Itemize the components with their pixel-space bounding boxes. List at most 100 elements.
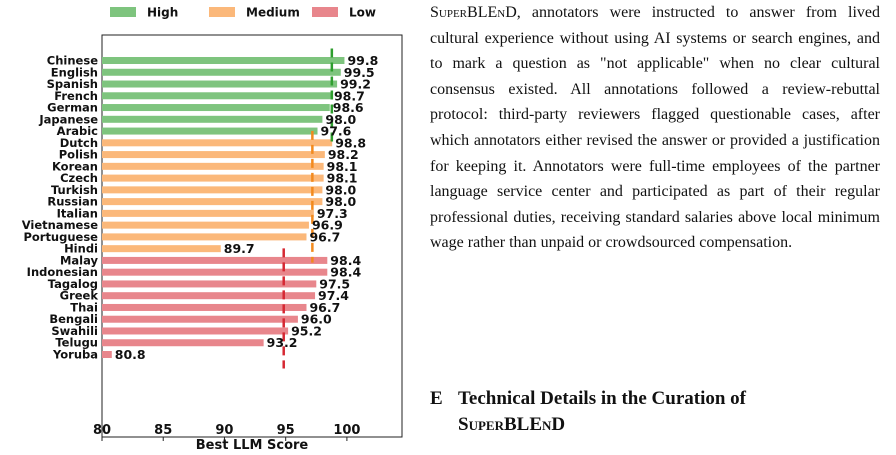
y-tick-label-swahili: Swahili <box>51 324 98 338</box>
y-tick-label-turkish: Turkish <box>51 183 98 197</box>
x-tick-label-100: 100 <box>333 423 360 438</box>
bar-korean <box>102 162 324 170</box>
legend-label-medium: Medium <box>246 6 300 20</box>
section-title-part: BLE <box>503 414 542 435</box>
bar-thai <box>102 303 307 311</box>
section-number: E <box>430 388 443 409</box>
y-tick-label-bengali: Bengali <box>49 312 98 326</box>
x-axis-label: Best LLM Score <box>196 438 309 453</box>
legend-label-low: Low <box>349 6 376 20</box>
value-label-turkish: 98.0 <box>325 182 356 197</box>
value-label-hindi: 89.7 <box>224 241 255 256</box>
bar-portuguese <box>102 233 307 241</box>
y-tick-label-portuguese: Portuguese <box>23 230 98 244</box>
value-label-polish: 98.2 <box>328 147 359 162</box>
value-label-english: 99.5 <box>344 65 375 80</box>
y-tick-label-hindi: Hindi <box>64 242 98 256</box>
y-tick-label-vietnamese: Vietnamese <box>22 218 99 232</box>
value-label-yoruba: 80.8 <box>115 347 146 362</box>
para-part: D, annotators were instructed to answer … <box>430 4 880 252</box>
legend-label-high: High <box>147 6 178 20</box>
bar-russian <box>102 198 323 206</box>
x-tick-label-85: 85 <box>154 423 172 438</box>
value-label-telugu: 93.2 <box>267 335 298 350</box>
y-tick-label-korean: Korean <box>52 159 98 173</box>
value-label-japanese: 98.0 <box>325 112 356 127</box>
y-tick-label-malay: Malay <box>60 253 99 267</box>
bar-french <box>102 92 331 100</box>
bar-dutch <box>102 139 333 147</box>
y-tick-label-thai: Thai <box>70 300 98 314</box>
section-title-part: n <box>542 414 552 435</box>
x-tick-label-90: 90 <box>215 423 233 438</box>
bar-bengali <box>102 315 298 323</box>
legend-swatch-medium <box>209 7 235 17</box>
bar-chart: High Medium Low ChineseEnglishSpanishFrenc… <box>22 6 403 453</box>
legend-swatch-high <box>110 7 136 17</box>
bar-spanish <box>102 80 338 88</box>
y-tick-label-czech: Czech <box>60 171 98 185</box>
y-tick-label-french: French <box>54 89 98 103</box>
value-label-arabic: 97.6 <box>321 124 352 139</box>
value-label-indonesian: 98.4 <box>330 265 361 280</box>
value-label-dutch: 98.8 <box>335 135 366 150</box>
para-part: BLE <box>467 4 498 21</box>
value-label-greek: 97.4 <box>318 288 349 303</box>
legend-swatch-low <box>312 7 338 17</box>
y-tick-label-greek: Greek <box>60 289 99 303</box>
y-tick-label-german: German <box>47 101 98 115</box>
y-tick-label-dutch: Dutch <box>60 136 98 150</box>
value-label-bengali: 96.0 <box>301 312 332 327</box>
value-label-vietnamese: 96.9 <box>312 218 343 233</box>
text-column: SuperBLEnD, annotators were instructed t… <box>430 0 880 435</box>
bar-czech <box>102 174 324 182</box>
y-tick-label-tagalog: Tagalog <box>48 277 98 291</box>
value-label-korean: 98.1 <box>327 159 358 174</box>
value-label-chinese: 99.8 <box>347 53 378 68</box>
bar-turkish <box>102 186 323 194</box>
section-heading: E Technical Details in the Curation of Su… <box>430 386 880 438</box>
bar-japanese <box>102 115 323 123</box>
y-tick-label-chinese: Chinese <box>47 54 98 68</box>
value-label-spanish: 99.2 <box>340 77 371 92</box>
y-tick-label-telugu: Telugu <box>55 336 98 350</box>
bar-english <box>102 68 341 76</box>
section-title-part: Super <box>458 414 504 435</box>
value-label-tagalog: 97.5 <box>319 276 350 291</box>
value-label-italian: 97.3 <box>317 206 348 221</box>
bar-swahili <box>102 327 289 335</box>
bar-vietnamese <box>102 221 309 229</box>
value-label-german: 98.6 <box>333 100 364 115</box>
bar-telugu <box>102 339 264 347</box>
x-tick-label-95: 95 <box>277 423 295 438</box>
value-label-thai: 96.7 <box>309 300 340 315</box>
value-label-portuguese: 96.7 <box>309 229 340 244</box>
body-paragraph: SuperBLEnD, annotators were instructed t… <box>430 0 880 256</box>
bar-italian <box>102 209 314 217</box>
y-tick-label-yoruba: Yoruba <box>52 348 98 362</box>
y-tick-label-italian: Italian <box>57 206 98 220</box>
section-title: Technical Details in the Curation of <box>458 388 746 409</box>
value-label-swahili: 95.2 <box>291 323 322 338</box>
bar-arabic <box>102 127 318 135</box>
value-label-malay: 98.4 <box>330 253 361 268</box>
chart-legend: High Medium Low <box>110 6 376 20</box>
para-part: n <box>497 4 506 21</box>
bar-yoruba <box>102 351 112 358</box>
y-tick-label-indonesian: Indonesian <box>27 265 98 279</box>
bar-polish <box>102 151 325 159</box>
bar-malay <box>102 256 328 264</box>
bar-chinese <box>102 57 345 64</box>
x-tick-label-80: 80 <box>93 423 111 438</box>
section-title-part: D <box>551 414 566 435</box>
bar-hindi <box>102 245 221 253</box>
y-tick-label-japanese: Japanese <box>38 112 98 126</box>
y-tick-label-arabic: Arabic <box>57 124 99 138</box>
y-tick-label-polish: Polish <box>59 148 98 162</box>
bar-german <box>102 104 330 112</box>
y-tick-label-spanish: Spanish <box>47 77 98 91</box>
y-tick-label-russian: Russian <box>47 195 98 209</box>
bar-indonesian <box>102 268 328 276</box>
value-label-czech: 98.1 <box>327 171 358 186</box>
value-label-russian: 98.0 <box>325 194 356 209</box>
